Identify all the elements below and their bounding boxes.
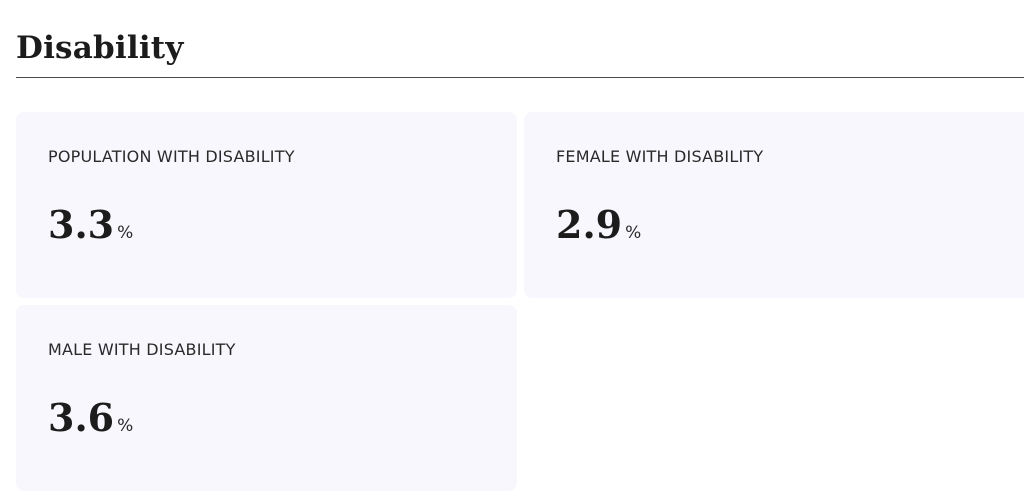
- stat-card-male-disability: MALE WITH DISABILITY 3.6%: [16, 305, 517, 491]
- stat-card-label: MALE WITH DISABILITY: [48, 340, 236, 359]
- stat-card-population-disability: POPULATION WITH DISABILITY 3.3%: [16, 112, 517, 298]
- title-divider: [16, 77, 1024, 78]
- stat-card-value: 3.6: [48, 395, 115, 440]
- stat-card-unit: %: [625, 223, 642, 243]
- stat-card-value: 3.3: [48, 202, 115, 247]
- stat-card-value-row: 2.9%: [556, 200, 641, 250]
- stat-card-unit: %: [117, 223, 134, 243]
- section-title: Disability: [16, 30, 184, 66]
- stat-card-value-row: 3.6%: [48, 393, 133, 443]
- stat-card-value-row: 3.3%: [48, 200, 133, 250]
- stat-card-unit: %: [117, 416, 134, 436]
- stat-card-label: POPULATION WITH DISABILITY: [48, 147, 295, 166]
- stat-card-female-disability: FEMALE WITH DISABILITY 2.9%: [524, 112, 1024, 298]
- stat-card-value: 2.9: [556, 202, 623, 247]
- stat-card-label: FEMALE WITH DISABILITY: [556, 147, 764, 166]
